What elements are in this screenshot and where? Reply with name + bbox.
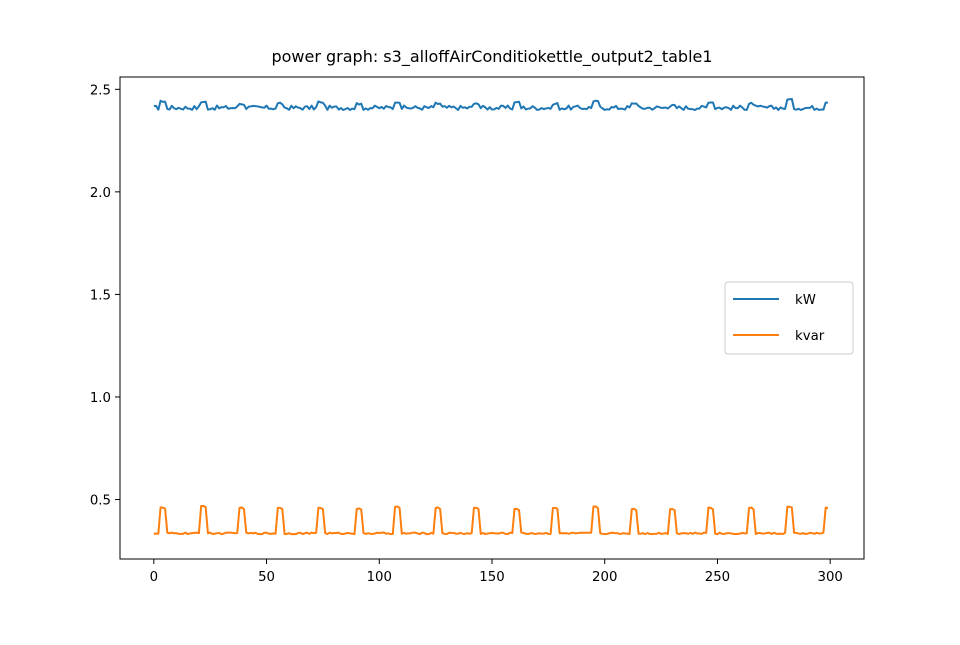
series-line-kvar: [153, 505, 829, 536]
y-tick-label: 1.5: [90, 288, 111, 303]
x-tick-label: 50: [258, 570, 275, 585]
legend-box: [724, 281, 854, 355]
series-line-kw: [153, 97, 828, 112]
y-axis: 0.5 1.0 1.5 2.0 2.5: [90, 83, 120, 509]
y-tick-label: 2.0: [90, 186, 111, 201]
y-tick-label: 1.0: [90, 391, 111, 406]
x-tick-label: 0: [150, 570, 158, 585]
chart-title: power graph: s3_alloffAirConditiokettle_…: [271, 47, 712, 67]
x-tick-label: 100: [367, 570, 392, 585]
x-tick-label: 150: [479, 570, 504, 585]
legend-label-kvar: kvar: [795, 329, 825, 344]
x-tick-label: 250: [705, 570, 730, 585]
x-axis: 0 50 100 150 200 250 300: [150, 559, 843, 585]
plot-area: [153, 97, 829, 536]
y-tick-label: 2.5: [90, 83, 111, 98]
x-tick-label: 200: [592, 570, 617, 585]
legend: kW kvar: [724, 281, 854, 355]
x-tick-label: 300: [817, 570, 842, 585]
legend-label-kw: kW: [795, 293, 816, 308]
y-tick-label: 0.5: [90, 494, 111, 509]
